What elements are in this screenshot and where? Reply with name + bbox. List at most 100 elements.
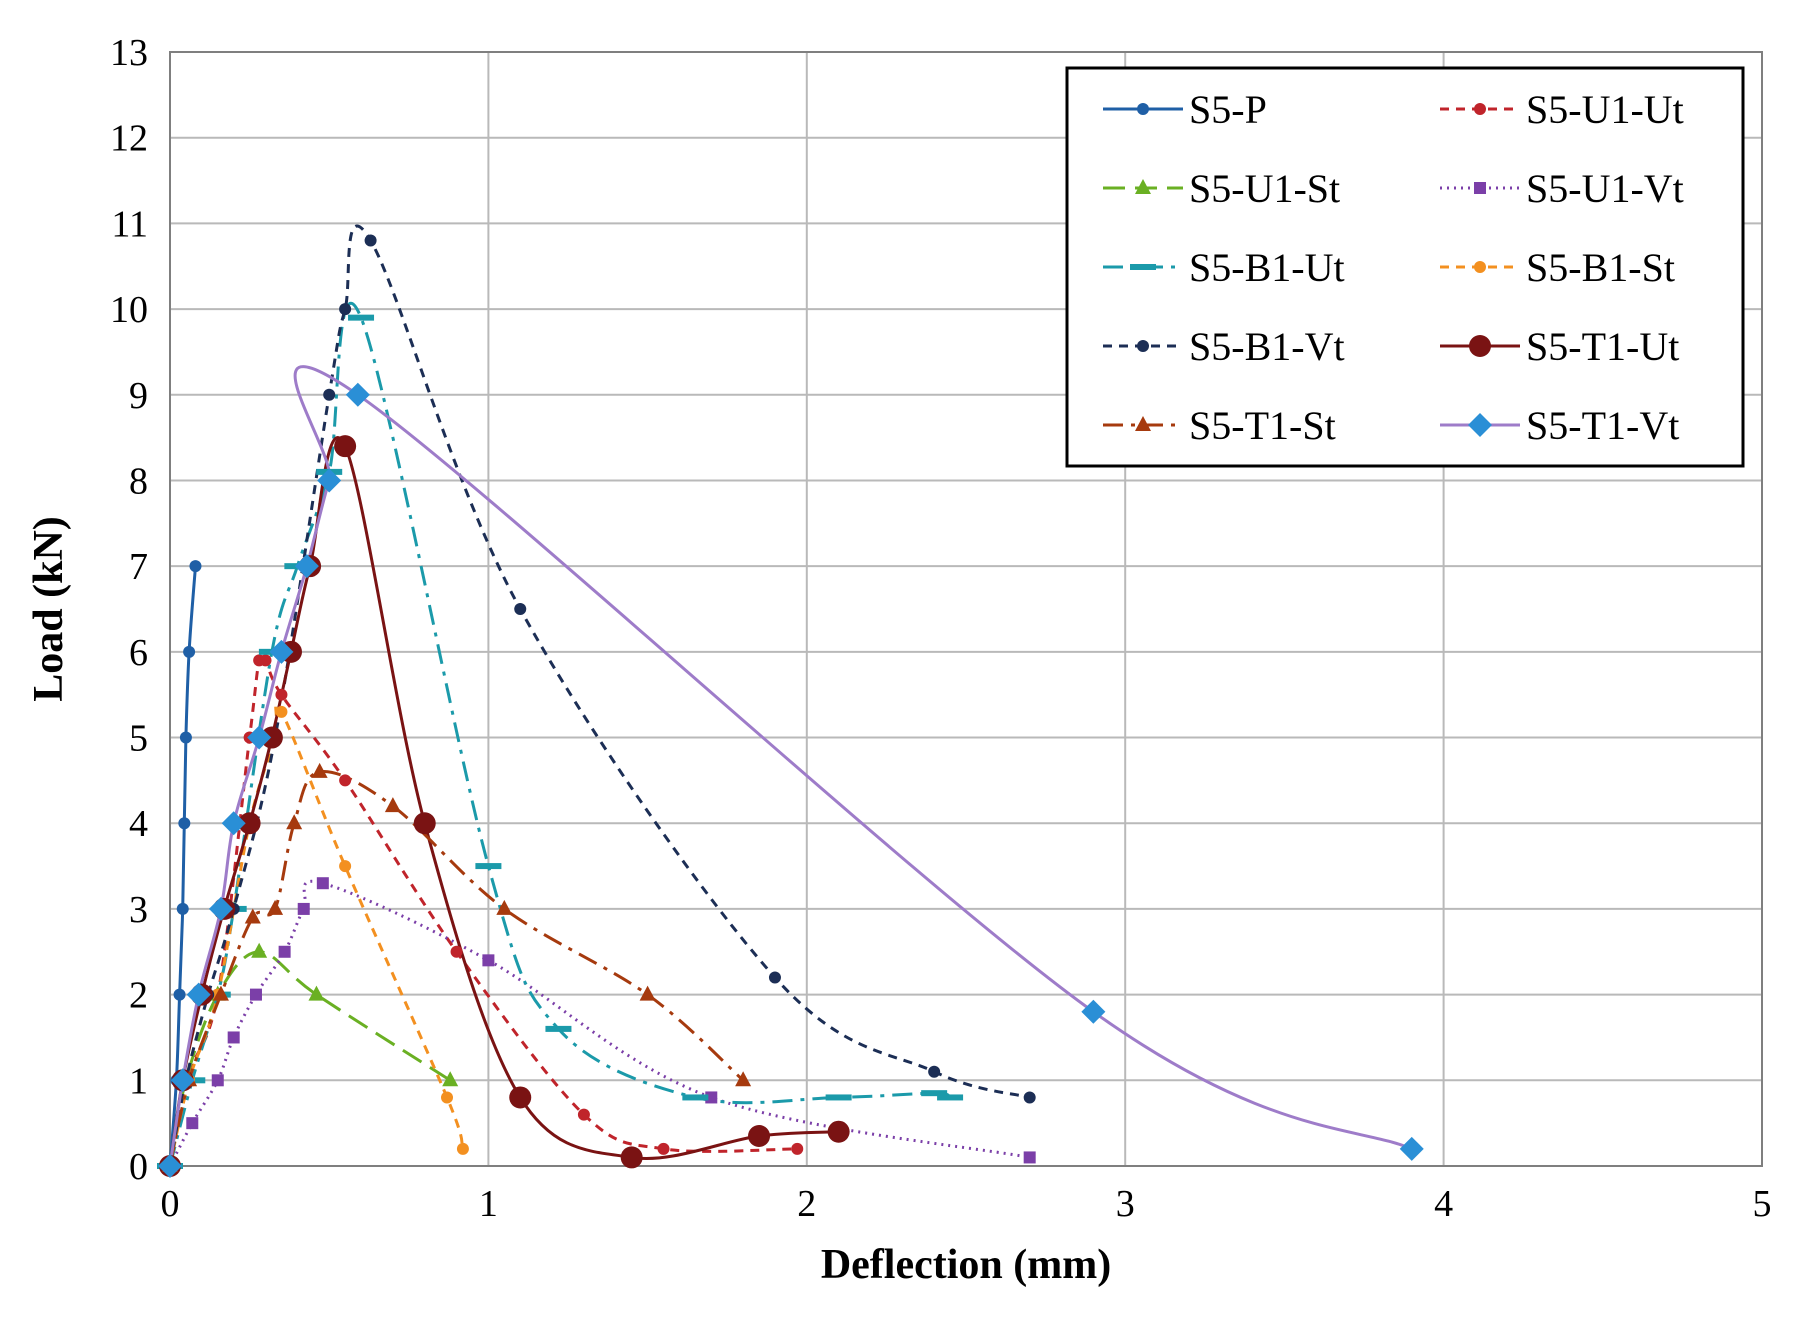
y-tick-label: 8	[129, 460, 148, 502]
legend: S5-P S5-U1-Ut S5-U1-St S5-U1-Vt S5-B1-Ut S5-B…	[1065, 66, 1745, 468]
data-point-s5-u1-vt	[316, 877, 329, 890]
data-point-s5-b1-vt	[323, 388, 336, 401]
y-tick-label: 1	[129, 1060, 148, 1102]
data-point-s5-u1-ut	[657, 1142, 670, 1155]
data-point-s5-t1-ut	[748, 1125, 771, 1148]
data-point-s5-t1-vt	[294, 554, 319, 579]
data-point-s5-u1-ut	[259, 654, 272, 667]
legend-marker-s5-t1-st	[1135, 416, 1151, 431]
legend-label-s5-u1-vt: S5-U1-Vt	[1526, 166, 1684, 211]
data-point-s5-u1-st	[308, 985, 325, 1001]
data-point-s5-u1-vt	[227, 1031, 240, 1044]
data-point-s5-t1-vt	[247, 725, 272, 750]
data-point-s5-p	[176, 902, 189, 915]
data-point-s5-t1-ut	[620, 1146, 643, 1169]
data-point-s5-t1-st	[496, 899, 513, 915]
data-point-s5-t1-vt	[186, 982, 211, 1007]
data-point-s5-b1-ut	[475, 863, 502, 870]
y-tick-label: 2	[129, 975, 148, 1017]
x-tick-label: 2	[797, 1183, 816, 1225]
legend-label-s5-b1-st: S5-B1-St	[1526, 245, 1675, 290]
y-tick-label: 0	[129, 1146, 148, 1188]
data-point-s5-b1-vt	[1023, 1091, 1036, 1104]
data-point-s5-b1-vt	[339, 303, 352, 316]
legend-label-s5-b1-vt: S5-B1-Vt	[1189, 324, 1345, 369]
y-tick-label: 7	[129, 546, 148, 588]
y-axis-title: Load (kN)	[26, 516, 72, 702]
data-point-s5-t1-vt	[1399, 1136, 1424, 1161]
data-point-s5-t1-st	[735, 1071, 752, 1087]
data-point-s5-t1-ut	[827, 1120, 850, 1143]
data-point-s5-b1-ut	[937, 1094, 964, 1101]
x-tick-label: 1	[479, 1183, 498, 1225]
data-point-s5-u1-ut	[339, 774, 352, 787]
data-point-s5-u1-ut	[791, 1142, 804, 1155]
legend-label-s5-t1-st: S5-T1-St	[1189, 403, 1336, 448]
y-tick-label: 5	[129, 718, 148, 760]
data-point-s5-b1-ut	[921, 1090, 948, 1097]
data-point-s5-t1-ut	[413, 812, 436, 835]
data-point-s5-t1-vt	[345, 382, 370, 407]
data-point-s5-t1-st	[639, 985, 656, 1001]
data-point-s5-b1-ut	[825, 1094, 852, 1101]
data-point-s5-u1-ut	[450, 945, 463, 958]
series-line-s5-t1-vt	[168, 365, 1413, 1167]
data-point-s5-u1-vt	[186, 1117, 199, 1130]
x-tick-label: 5	[1753, 1183, 1772, 1225]
data-point-s5-b1-vt	[768, 971, 781, 984]
data-point-s5-u1-ut	[275, 688, 288, 701]
x-tick-label: 3	[1116, 1183, 1135, 1225]
x-tick-label: 4	[1434, 1183, 1453, 1225]
legend-box	[1065, 66, 1745, 468]
data-point-s5-t1-st	[244, 908, 261, 924]
legend-marker-s5-b1-ut	[1130, 264, 1156, 270]
data-point-s5-t1-vt	[208, 896, 233, 921]
data-point-s5-b1-st	[441, 1091, 454, 1104]
data-point-s5-b1-vt	[514, 603, 527, 615]
data-point-s5-u1-st	[251, 942, 268, 958]
data-point-s5-p	[178, 817, 191, 830]
data-point-s5-u1-vt	[1023, 1151, 1036, 1164]
data-point-s5-t1-ut	[334, 435, 357, 458]
data-point-s5-t1-st	[311, 762, 328, 778]
data-point-s5-u1-ut	[577, 1108, 590, 1121]
plot-border	[169, 51, 1763, 1167]
legend-label-s5-u1-ut: S5-U1-Ut	[1526, 87, 1684, 132]
data-point-s5-b1-vt	[928, 1065, 941, 1078]
data-point-s5-p	[179, 731, 192, 744]
data-point-s5-t1-vt	[158, 1154, 182, 1178]
y-tick-label: 3	[129, 889, 148, 931]
legend-marker-s5-t1-ut	[1469, 335, 1491, 357]
data-point-s5-u1-vt	[278, 945, 291, 958]
data-point-s5-p	[189, 560, 202, 573]
legend-marker-s5-t1-vt	[1468, 413, 1492, 437]
x-axis-title: Deflection (mm)	[821, 1242, 1111, 1288]
series-line-s5-b1-st	[168, 702, 465, 1167]
x-tick-label: 0	[161, 1183, 180, 1225]
legend-marker-s5-u1-vt	[1474, 182, 1486, 194]
series-line-s5-t1-ut	[168, 436, 839, 1167]
data-point-s5-t1-st	[212, 985, 229, 1001]
series-line-s5-t1-st	[168, 769, 745, 1167]
data-point-s5-t1-vt	[170, 1068, 195, 1093]
data-point-s5-u1-vt	[211, 1074, 224, 1087]
data-point-s5-u1-vt	[482, 954, 495, 967]
data-point-s5-b1-st	[456, 1142, 469, 1155]
data-point-s5-t1-vt	[269, 639, 294, 664]
legend-marker-s5-u1-ut	[1474, 103, 1486, 115]
data-point-s5-b1-ut	[348, 314, 375, 321]
data-point-s5-b1-st	[339, 860, 352, 873]
y-tick-label: 10	[110, 289, 148, 331]
y-tick-label: 13	[110, 32, 148, 74]
legend-label-s5-u1-st: S5-U1-St	[1189, 166, 1340, 211]
data-point-s5-u1-vt	[297, 902, 310, 915]
data-point-s5-t1-st	[286, 814, 303, 830]
data-point-s5-b1-ut	[682, 1094, 709, 1101]
legend-label-s5-t1-vt: S5-T1-Vt	[1526, 403, 1679, 448]
y-tick-label: 4	[129, 803, 148, 845]
y-tick-label: 6	[129, 632, 148, 674]
data-point-s5-t1-ut	[238, 812, 261, 835]
legend-label-s5-p: S5-P	[1189, 87, 1267, 132]
legend-marker-s5-u1-st	[1135, 179, 1151, 194]
